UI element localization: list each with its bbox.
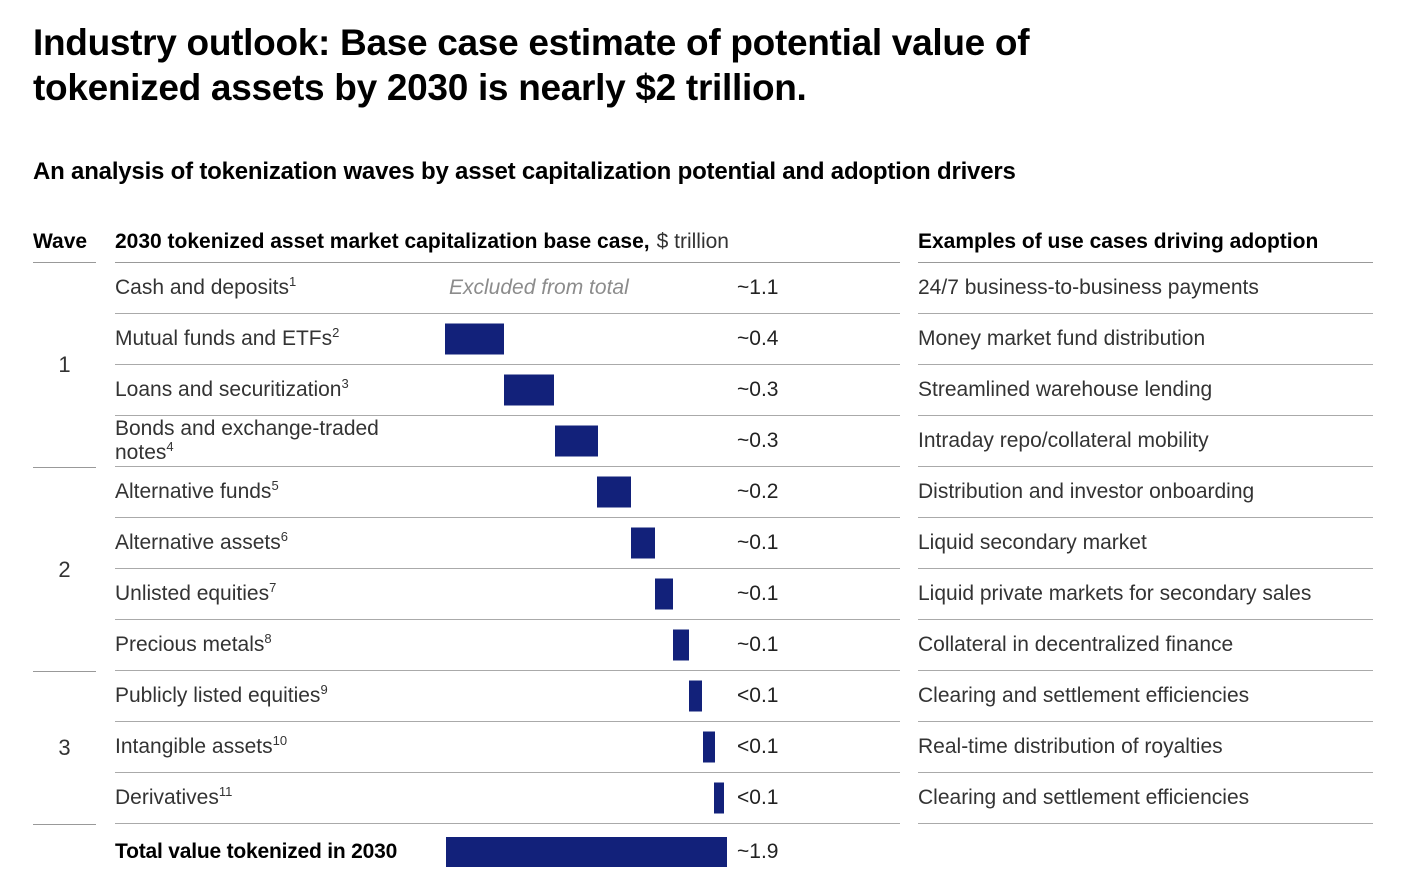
asset-label: Alternative funds5 [115, 478, 279, 503]
footnote-superscript: 6 [280, 529, 288, 544]
asset-label: Loans and securitization3 [115, 376, 349, 401]
bar-cell [445, 467, 730, 517]
footnote-superscript: 7 [269, 580, 277, 595]
table-row: Loans and securitization3 ~0.3 [115, 365, 900, 416]
bar-cell [445, 416, 730, 466]
value-label: <0.1 [737, 735, 779, 758]
value-label: ~1.9 [737, 840, 779, 863]
value-label: ~0.4 [737, 327, 779, 350]
usecase-column-header: Examples of use cases driving adoption [918, 228, 1373, 263]
market-cap-column-header: 2030 tokenized asset market capitalizati… [115, 228, 900, 263]
footnote-superscript: 11 [218, 784, 233, 799]
asset-label: Cash and deposits1 [115, 274, 297, 299]
waterfall-bar [555, 425, 598, 457]
value-label: ~0.1 [737, 633, 779, 656]
total-label: Total value tokenized in 2030 [115, 840, 398, 863]
footnote-superscript: 8 [264, 631, 272, 646]
waterfall-bar [703, 731, 715, 763]
bar-cell: Excluded from total [445, 263, 730, 313]
page-subtitle: An analysis of tokenization waves by ass… [33, 158, 1016, 185]
total-bar [446, 837, 727, 867]
wave-number-3: 3 [33, 671, 96, 824]
table-row: Publicly listed equities9 <0.1 [115, 671, 900, 722]
usecase-cell: Distribution and investor onboarding [918, 467, 1373, 518]
value-label: <0.1 [737, 786, 779, 809]
value-label: ~0.2 [737, 480, 779, 503]
table-row: Alternative funds5 ~0.2 [115, 467, 900, 518]
table-row: Unlisted equities7 ~0.1 [115, 569, 900, 620]
wave-total-spacer [33, 824, 96, 880]
bar-cell [445, 722, 730, 772]
usecase-cell: Real-time distribution of royalties [918, 722, 1373, 773]
usecase-cell: Clearing and settlement efficiencies [918, 773, 1373, 824]
table-row: Bonds and exchange-traded notes4 ~0.3 [115, 416, 900, 467]
waterfall-bar [655, 578, 673, 610]
wave-column-header: Wave [33, 228, 96, 263]
table-row: Derivatives11 <0.1 [115, 773, 900, 824]
value-label: ~0.1 [737, 531, 779, 554]
usecase-cell: 24/7 business-to-business payments [918, 263, 1373, 314]
value-label: ~0.3 [737, 378, 779, 401]
footnote-superscript: 4 [166, 439, 174, 454]
footnote-superscript: 10 [272, 733, 288, 748]
footnote-superscript: 5 [271, 478, 279, 493]
usecase-cell: Liquid secondary market [918, 518, 1373, 569]
table-row: Alternative assets6 ~0.1 [115, 518, 900, 569]
waterfall-bar [689, 680, 702, 712]
footnote-superscript: 2 [332, 325, 340, 340]
market-cap-header-unit: $ trillion [656, 230, 729, 253]
usecase-cell: Intraday repo/collateral mobility [918, 416, 1373, 467]
asset-label: Unlisted equities7 [115, 580, 277, 605]
asset-label: Bonds and exchange-traded notes4 [115, 417, 379, 464]
tokenization-table: Wave 2030 tokenized asset market capital… [33, 228, 1373, 880]
table-row: Cash and deposits1 Excluded from total ~… [115, 263, 900, 314]
waterfall-bar [504, 374, 554, 406]
asset-label: Precious metals8 [115, 631, 272, 656]
value-label: ~0.3 [737, 429, 779, 452]
usecase-cell: Liquid private markets for secondary sal… [918, 569, 1373, 620]
waterfall-bar [597, 476, 631, 508]
value-label: ~0.1 [737, 582, 779, 605]
asset-label: Publicly listed equities9 [115, 682, 328, 707]
waterfall-bar [714, 782, 724, 814]
total-row: Total value tokenized in 2030 ~1.9 [115, 824, 900, 880]
footnote-superscript: 3 [341, 376, 349, 391]
asset-label: Alternative assets6 [115, 529, 288, 554]
bar-cell [445, 620, 730, 670]
table-row: Precious metals8 ~0.1 [115, 620, 900, 671]
bar-cell [445, 671, 730, 721]
usecase-cell: Money market fund distribution [918, 314, 1373, 365]
bar-cell [445, 365, 730, 415]
bar-cell [445, 314, 730, 364]
wave-number-1: 1 [58, 352, 71, 377]
page-title-line2: tokenized assets by 2030 is nearly $2 tr… [33, 67, 807, 108]
value-label: ~1.1 [737, 276, 779, 299]
page-title-line1: Industry outlook: Base case estimate of … [33, 22, 1030, 63]
waterfall-bar [445, 323, 504, 355]
excluded-note: Excluded from total [449, 276, 629, 299]
table-row: Intangible assets10 <0.1 [115, 722, 900, 773]
usecase-cell: Collateral in decentralized finance [918, 620, 1373, 671]
footnote-superscript: 1 [288, 274, 297, 289]
table-row: Mutual funds and ETFs2 ~0.4 [115, 314, 900, 365]
asset-label: Intangible assets10 [115, 733, 288, 758]
bar-cell [445, 569, 730, 619]
footnote-superscript: 9 [320, 682, 328, 697]
asset-label: Derivatives11 [115, 784, 233, 809]
wave-number-2: 2 [33, 467, 96, 671]
market-cap-header-text: 2030 tokenized asset market capitalizati… [115, 230, 650, 253]
page-title: Industry outlook: Base case estimate of … [33, 20, 1030, 110]
waterfall-bar [673, 629, 689, 661]
bar-cell [445, 824, 730, 880]
usecase-cell: Streamlined warehouse lending [918, 365, 1373, 416]
bar-cell [445, 773, 730, 823]
asset-label: Mutual funds and ETFs2 [115, 325, 340, 350]
bar-cell [445, 518, 730, 568]
usecase-cell: Clearing and settlement efficiencies [918, 671, 1373, 722]
waterfall-bar [631, 527, 655, 559]
value-label: <0.1 [737, 684, 779, 707]
